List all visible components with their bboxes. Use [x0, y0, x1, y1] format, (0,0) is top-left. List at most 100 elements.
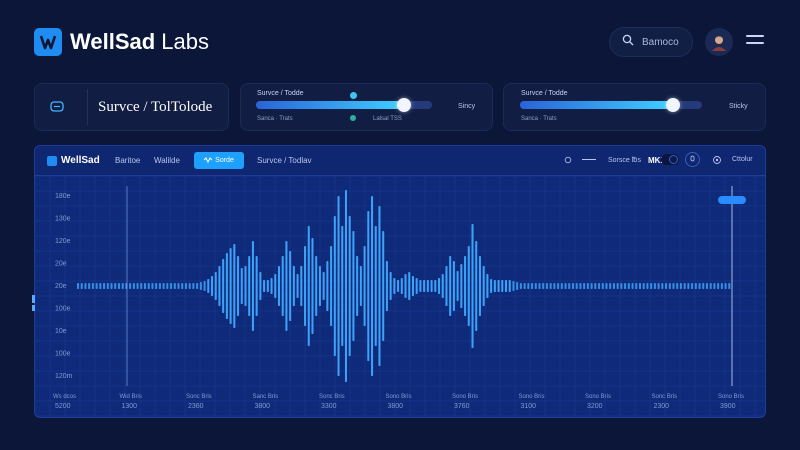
waveform-bar — [248, 256, 251, 316]
waveform-bar — [445, 266, 448, 306]
waveform-bar — [616, 283, 619, 289]
waveform-bar — [199, 282, 202, 290]
waveform-bar — [538, 283, 541, 289]
service-card[interactable]: Survce / TolTolode — [34, 83, 229, 131]
waveform-bar — [132, 283, 135, 289]
waveform-bar — [266, 280, 269, 292]
waveform-bar — [441, 274, 444, 298]
y-axis-ticks: 180e 130e 120e 20e 20e 100e 10e 100e 120m — [55, 193, 73, 380]
waveform-bar — [624, 283, 627, 289]
panel-tab-2[interactable]: Walilde — [154, 156, 180, 165]
waveform-bar — [638, 283, 642, 289]
mode-toggle[interactable] — [661, 154, 679, 165]
waveform-bar — [683, 283, 686, 289]
x-tick-value: 5200 — [55, 403, 71, 410]
waveform-bar — [341, 226, 344, 346]
waveform-bar — [233, 244, 236, 328]
waveform-bar — [687, 283, 690, 289]
waveform-bar — [545, 283, 548, 289]
waveform-bar — [497, 280, 500, 292]
search-input[interactable]: Bamoco — [642, 36, 679, 48]
edge-marker-1 — [32, 295, 35, 303]
waveform-bar — [385, 261, 388, 311]
slider-2-fill — [520, 101, 673, 109]
slider-1-track[interactable] — [256, 98, 432, 112]
avatar[interactable] — [705, 28, 733, 56]
waveform-bar — [460, 264, 463, 308]
waveform-bar — [259, 272, 262, 300]
x-tick-value: 3800 — [388, 403, 404, 410]
waveform-bar — [620, 283, 623, 289]
waveform-bar — [374, 226, 377, 346]
panel-breadcrumb: Survce / Todlav — [257, 156, 312, 165]
x-tick-value: 3200 — [587, 403, 603, 410]
slider-2-track[interactable] — [520, 98, 702, 112]
waveform-bar — [679, 283, 682, 289]
y-tick-label: 130e — [55, 216, 71, 223]
waveform-bar — [411, 276, 414, 296]
waveform-bar — [244, 266, 247, 306]
waveform-bar — [400, 278, 403, 294]
waveform-bar — [207, 279, 210, 293]
app-logo[interactable]: WellSad Labs — [34, 28, 209, 56]
search-box[interactable]: Bamoco — [609, 27, 693, 57]
waveform-bar — [106, 283, 109, 289]
waveform-bar — [270, 278, 273, 294]
waveform-bar — [77, 283, 80, 289]
edge-marker-2 — [32, 305, 35, 311]
waveform-bar — [203, 281, 206, 291]
filter-icon[interactable] — [564, 156, 572, 166]
waveform-bar — [359, 266, 362, 306]
x-tick-label: Sonc Bris — [319, 394, 345, 400]
waveform-bar — [210, 276, 214, 296]
waveform-bar — [627, 283, 630, 289]
x-tick-label: Sanc Bris — [253, 394, 279, 400]
slider-2-handle[interactable] — [665, 98, 680, 112]
waveform-chart: 180e 130e 120e 20e 20e 100e 10e 100e 120m Ws dco… — [35, 176, 765, 417]
settings-icon[interactable] — [712, 155, 722, 167]
waveform-bar — [188, 283, 191, 289]
waveform-bar — [646, 283, 649, 289]
y-tick-label: 10e — [55, 328, 67, 335]
waveform-bar — [181, 283, 184, 289]
hamburger-menu-icon[interactable] — [746, 35, 764, 49]
mode-label: MKX — [648, 156, 666, 165]
waveform-bar — [255, 256, 258, 316]
waveform-bar — [166, 283, 169, 289]
waveform-bar — [586, 283, 589, 289]
panel-tab-1[interactable]: Baritoe — [115, 156, 141, 165]
waveform-bar — [657, 283, 660, 289]
waveform-bar — [277, 266, 281, 306]
waveform-panel: WellSad Baritoe Walilde Sorde Survce / T… — [34, 145, 766, 418]
waveform-bars — [77, 190, 731, 382]
waveform-bar — [289, 251, 292, 321]
mic-icon[interactable] — [685, 152, 700, 167]
waveform-bar — [635, 283, 638, 289]
waveform-bar — [304, 246, 307, 326]
panel-brand: WellSad — [47, 155, 100, 166]
waveform-bar — [456, 271, 459, 301]
waveform-bar — [653, 283, 656, 289]
waveform-bar — [694, 283, 697, 289]
waveform-bar — [296, 274, 299, 298]
x-tick-value: 1300 — [122, 403, 138, 410]
waveform-bar — [527, 283, 530, 289]
waveform-bar — [281, 256, 284, 316]
panel-tab-active[interactable]: Sorde — [194, 152, 244, 169]
waveform-bar — [397, 280, 400, 292]
y-tick-label: 100e — [55, 306, 71, 313]
waveform-bar — [285, 241, 288, 331]
waveform-bar — [389, 272, 392, 300]
app-name: WellSad Labs — [70, 29, 210, 54]
x-axis-ticks: Ws dcos 5200 Wid Bris 1300 Sonc Bris 2360 Sanc… — [53, 394, 744, 410]
waveform-bar — [486, 274, 489, 298]
x-tick-value: 2300 — [654, 403, 670, 410]
waveform-bar — [311, 238, 314, 334]
marker-badge[interactable] — [718, 196, 746, 204]
slider-1-handle[interactable] — [396, 98, 411, 112]
x-tick-label: Sonc Bris — [186, 394, 212, 400]
y-tick-label: 20e — [55, 283, 67, 290]
waveform-bar — [482, 266, 485, 306]
panel-settings-label: Cttolur — [732, 156, 753, 163]
panel-toolbar: WellSad Baritoe Walilde Sorde Survce / T… — [35, 146, 765, 176]
